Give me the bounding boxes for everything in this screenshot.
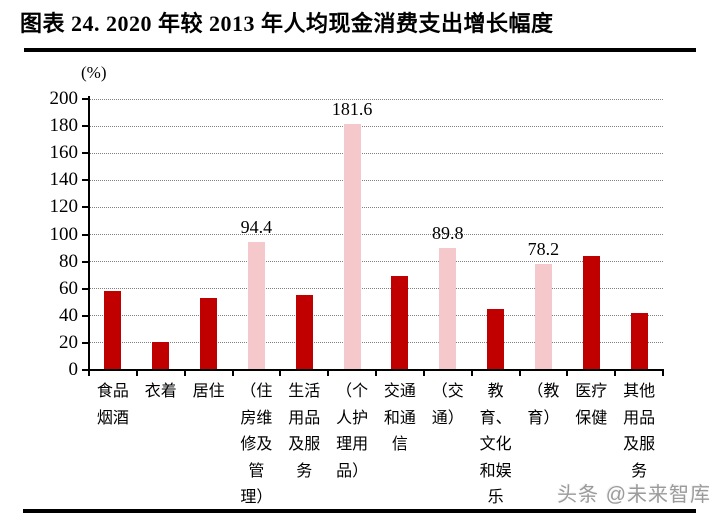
gridline-40 — [89, 315, 663, 317]
x-tick-6 — [375, 370, 377, 376]
y-tick-label-20: 20 — [59, 331, 78, 353]
bar-衣着 — [152, 342, 170, 370]
x-axis-category-label-（住房维修及管理）: （住 房维 修及 管 理） — [240, 383, 273, 506]
x-axis-category-label-食品烟酒: 食品 烟酒 — [96, 383, 129, 427]
bar-（住房维修及管理） — [247, 242, 265, 370]
bar-value-label-（住房维修及管理）: 94.4 — [240, 217, 273, 238]
bar-交通和通信 — [391, 275, 409, 370]
y-tick-20 — [82, 341, 89, 344]
bar-食品烟酒 — [104, 290, 122, 370]
chart-title: 图表 24. 2020 年较 2013 年人均现金消费支出增长幅度 — [20, 11, 554, 36]
gridline-80 — [89, 261, 663, 263]
y-tick-140 — [82, 179, 89, 182]
x-tick-4 — [279, 370, 282, 376]
bar-教育、文化和娱乐 — [487, 309, 505, 370]
y-tick-label-40: 40 — [59, 304, 78, 326]
y-tick-label-80: 80 — [59, 250, 78, 272]
x-axis-category-label-教育、文化和娱乐: 教 育、 文化 和娱 乐 — [479, 383, 512, 506]
gridline-140 — [89, 179, 663, 181]
y-tick-label-0: 0 — [68, 359, 79, 380]
y-tick-80 — [82, 260, 89, 263]
bar-value-label-（教育）: 78.2 — [527, 239, 560, 260]
bar-其他用品及服务 — [630, 313, 648, 370]
bar-（交通） — [439, 248, 457, 370]
y-tick-label-140: 140 — [49, 169, 79, 191]
x-tick-8 — [470, 370, 473, 376]
y-axis-unit-label: (%) — [81, 63, 107, 82]
y-tick-label-120: 120 — [49, 196, 79, 218]
y-tick-label-60: 60 — [59, 277, 78, 299]
y-tick-label-200: 200 — [49, 88, 79, 109]
y-tick-label-180: 180 — [49, 115, 79, 137]
bar-居住 — [200, 298, 218, 370]
gridline-20 — [89, 342, 663, 344]
gridline-100 — [89, 234, 663, 235]
x-axis-category-label-交通和通信: 交通 和通 信 — [383, 383, 416, 453]
x-axis-category-label-生活用品及服务: 生活 用品 及服 务 — [288, 383, 321, 480]
y-axis-line — [88, 96, 90, 371]
bar-value-label-（个人护理用品）: 181.6 — [331, 98, 373, 119]
x-tick-1 — [135, 370, 138, 376]
x-tick-2 — [183, 370, 186, 376]
gridline-200 — [89, 98, 663, 100]
bar-value-label-（交通）: 89.8 — [432, 223, 464, 244]
x-axis-category-label-（个人护理用品）: （个 人护 理用 品） — [336, 383, 369, 480]
y-tick-100 — [82, 233, 89, 236]
x-axis-category-label-其他用品及服务: 其他 用品 及服 务 — [623, 383, 656, 480]
gridline-160 — [89, 152, 663, 154]
y-tick-120 — [82, 206, 89, 209]
y-tick-180 — [82, 125, 89, 128]
bar-（个人护理用品） — [343, 123, 361, 370]
y-tick-0 — [82, 369, 89, 371]
y-tick-40 — [82, 314, 89, 317]
x-tick-5 — [327, 370, 330, 376]
y-tick-60 — [82, 287, 89, 290]
x-axis-category-label-（教育）: （教 育） — [527, 383, 560, 427]
y-tick-160 — [82, 152, 89, 155]
x-tick-10 — [566, 370, 569, 376]
x-tick-12 — [662, 370, 664, 376]
x-tick-0 — [88, 370, 90, 376]
y-tick-label-100: 100 — [49, 223, 79, 245]
y-tick-200 — [82, 98, 89, 100]
bar-医疗保健 — [582, 256, 600, 370]
x-tick-7 — [422, 370, 425, 376]
y-tick-label-160: 160 — [49, 142, 79, 164]
bottom-divider — [23, 509, 696, 513]
gridline-180 — [89, 125, 663, 127]
x-axis-category-label-医疗保健: 医疗 保健 — [575, 383, 608, 427]
title-divider — [24, 48, 696, 52]
x-tick-9 — [518, 370, 521, 376]
watermark: 头条 @未来智库 — [557, 484, 711, 506]
x-tick-11 — [614, 370, 617, 376]
gridline-60 — [89, 288, 663, 290]
bar-生活用品及服务 — [295, 295, 313, 370]
x-axis-category-label-（交通）: （交 通） — [431, 383, 464, 427]
gridline-120 — [89, 206, 663, 208]
x-tick-3 — [231, 370, 234, 376]
bar-（教育） — [534, 264, 552, 370]
x-axis-category-label-居住: 居住 — [192, 383, 225, 400]
x-axis-category-label-衣着: 衣着 — [144, 383, 177, 400]
